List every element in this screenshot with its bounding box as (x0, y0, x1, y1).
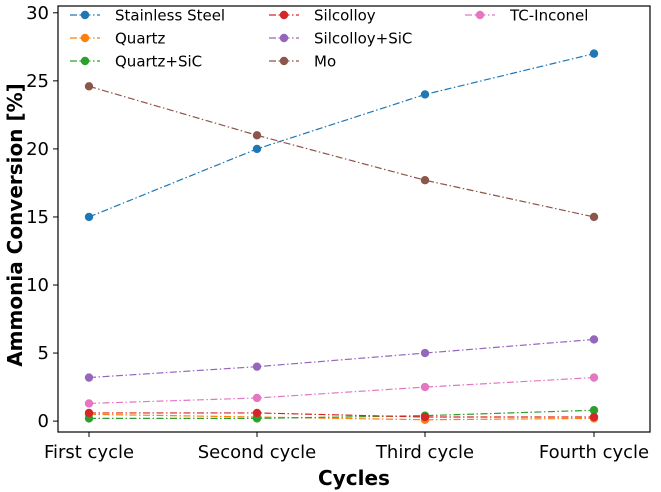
series-line (88, 53, 595, 218)
legend-label: Mo (314, 53, 336, 71)
plot-frame (57, 5, 651, 433)
legend-label: Quartz+SiC (115, 53, 202, 71)
x-tick-label: Third cycle (375, 442, 474, 463)
legend-marker (80, 33, 90, 43)
series-tc-inconel (84, 373, 599, 408)
x-tick-label: Second cycle (198, 442, 317, 463)
legend-label: Silcolloy+SiC (314, 30, 412, 48)
series-line (89, 412, 594, 418)
series-layer (84, 49, 599, 424)
legend: Stainless Steel Quartz Quartz+SiC Silcolloy… (70, 7, 588, 71)
series-silcolloy-sic (84, 335, 599, 382)
y-tick-label: 0 (38, 411, 49, 432)
x-axis-title: Cycles (318, 466, 390, 490)
y-tick-label: 20 (26, 139, 49, 160)
data-point (84, 82, 94, 91)
legend-item: Quartz+SiC (70, 53, 202, 71)
data-point (589, 212, 599, 222)
legend-label: Stainless Steel (115, 7, 225, 25)
data-point (84, 373, 94, 382)
x-axis-ticks: First cycle Second cycle Third cycle Fourth… (44, 432, 649, 463)
data-point (252, 131, 262, 140)
data-point (420, 382, 430, 392)
y-axis-ticks: 0 5 10 15 20 25 30 (26, 3, 58, 432)
legend-label: Quartz (115, 30, 166, 48)
series-line (88, 413, 595, 421)
data-point (420, 176, 430, 185)
data-point (252, 362, 262, 371)
legend-marker (279, 33, 289, 43)
data-point (589, 406, 599, 415)
legend-item: TC-Inconel (465, 7, 588, 25)
legend-label: TC-Inconel (509, 7, 588, 25)
legend-item: Quartz (70, 30, 166, 48)
data-point (84, 212, 94, 222)
legend-item: Silcolloy+SiC (269, 30, 412, 48)
y-axis-title: Ammonia Conversion [%] (3, 83, 27, 367)
series-stainless-steel (84, 49, 599, 222)
data-point (84, 399, 94, 408)
y-tick-label: 15 (26, 207, 49, 228)
x-tick-label: Fourth cycle (539, 442, 649, 463)
data-point (252, 408, 262, 418)
series-line (88, 338, 595, 379)
legend-marker (279, 10, 289, 20)
legend-label: Silcolloy (314, 7, 376, 25)
data-point (252, 393, 262, 403)
legend-item: Silcolloy (269, 7, 376, 25)
series-line (88, 85, 595, 218)
data-point (420, 90, 430, 99)
x-tick-label: First cycle (44, 442, 134, 463)
data-point (84, 408, 94, 418)
y-tick-label: 25 (26, 71, 49, 92)
data-point (589, 335, 599, 344)
data-point (420, 412, 430, 422)
legend-marker (80, 10, 90, 20)
legend-marker (475, 10, 485, 20)
data-point (589, 373, 599, 382)
legend-item: Stainless Steel (70, 7, 225, 25)
legend-item: Mo (269, 53, 336, 71)
data-point (252, 144, 262, 154)
legend-marker (80, 56, 90, 66)
y-tick-label: 10 (26, 275, 49, 296)
data-point (589, 412, 599, 422)
series-line (89, 409, 595, 419)
series-silcolloy (84, 408, 599, 422)
series-mo (84, 82, 599, 222)
data-point (589, 49, 599, 58)
y-tick-label: 30 (26, 3, 49, 24)
data-point (420, 348, 430, 358)
legend-marker (279, 56, 289, 66)
series-line (88, 376, 595, 405)
y-tick-label: 5 (38, 343, 49, 364)
